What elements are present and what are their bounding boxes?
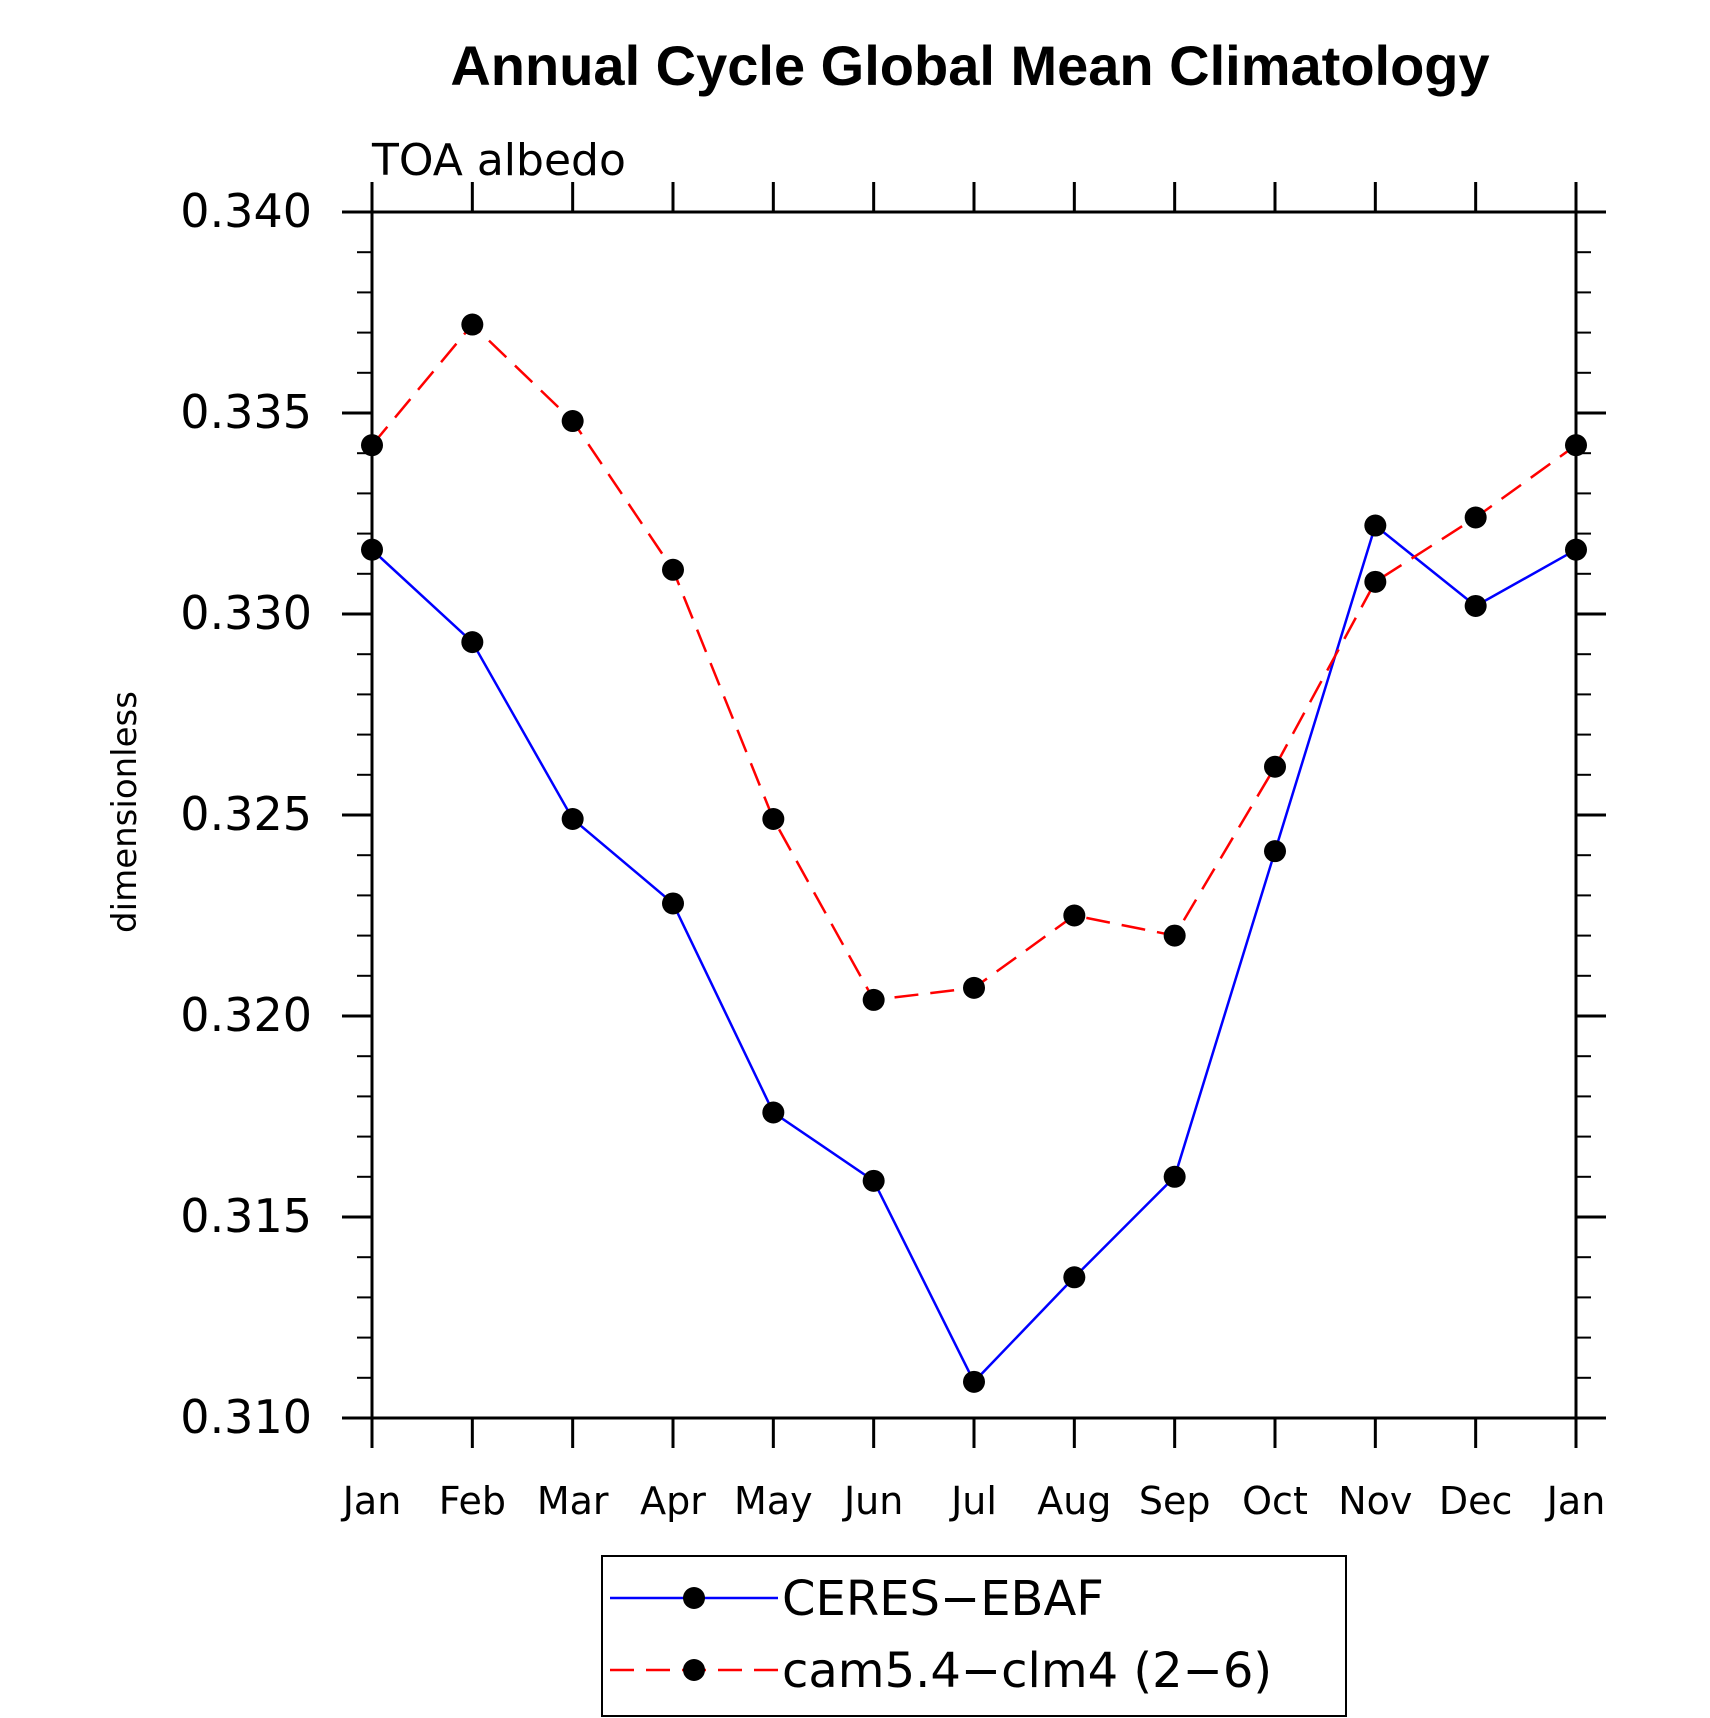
data-point-series-0 xyxy=(963,1370,985,1393)
chart-title: Annual Cycle Global Mean Climatology xyxy=(450,34,1489,97)
y-tick-label: 0.320 xyxy=(180,988,312,1042)
data-point-series-0 xyxy=(1063,1266,1086,1289)
data-point-series-0 xyxy=(361,538,383,561)
data-point-series-1 xyxy=(461,313,484,336)
data-point-series-1 xyxy=(1464,506,1487,529)
data-point-series-1 xyxy=(1565,434,1587,457)
x-tick-label: Dec xyxy=(1439,1479,1513,1523)
series-line-0 xyxy=(371,523,1577,1384)
axis-ticks: Jan Feb Mar Apr May Jun Jul Aug Sep Oct Nov Dec Jan 0… xyxy=(180,182,1606,1523)
data-point-series-1 xyxy=(862,988,885,1011)
legend-marker-0 xyxy=(683,1587,705,1609)
y-tick-label: 0.330 xyxy=(180,586,312,640)
data-point-series-1 xyxy=(1264,755,1286,778)
data-point-series-1 xyxy=(662,558,684,581)
x-tick-label: Nov xyxy=(1338,1479,1412,1523)
data-point-series-0 xyxy=(862,1169,885,1192)
x-tick-label: May xyxy=(734,1479,813,1523)
x-tick-label: Apr xyxy=(640,1479,706,1523)
data-point-series-0 xyxy=(662,892,684,915)
data-point-series-1 xyxy=(762,808,785,831)
data-point-series-0 xyxy=(1464,594,1487,617)
data-point-series-1 xyxy=(561,410,584,433)
x-tick-label: Jul xyxy=(949,1479,997,1523)
y-tick-label: 0.340 xyxy=(180,184,312,238)
data-point-series-0 xyxy=(1163,1165,1186,1188)
data-point-series-0 xyxy=(561,808,584,831)
y-tick-label: 0.315 xyxy=(180,1189,312,1243)
data-point-series-0 xyxy=(1364,514,1387,537)
data-point-series-1 xyxy=(1163,924,1186,947)
series-layer xyxy=(361,313,1587,1393)
data-point-series-0 xyxy=(461,631,484,654)
data-point-series-1 xyxy=(1063,904,1086,927)
legend-marker-1 xyxy=(683,1659,705,1681)
y-tick-label: 0.335 xyxy=(180,385,312,439)
legend: CERES−EBAF cam5.4−clm4 (2−6) xyxy=(601,1555,1347,1717)
x-tick-label: Feb xyxy=(439,1479,506,1523)
y-axis-label: dimensionless xyxy=(105,691,145,933)
y-tick-label: 0.325 xyxy=(180,787,312,841)
x-tick-label: Oct xyxy=(1242,1479,1308,1523)
plot-frame xyxy=(370,210,1578,1420)
data-point-series-0 xyxy=(762,1101,785,1124)
data-point-series-0 xyxy=(1264,840,1286,863)
x-tick-label: Jun xyxy=(842,1479,903,1523)
series-line-1 xyxy=(371,322,1577,1002)
x-tick-label: Jan xyxy=(341,1479,402,1523)
data-point-series-1 xyxy=(1364,570,1387,593)
x-tick-label: Jan xyxy=(1545,1479,1606,1523)
legend-label-1: cam5.4−clm4 (2−6) xyxy=(782,1643,1272,1699)
legend-label-0: CERES−EBAF xyxy=(782,1571,1104,1627)
data-point-series-0 xyxy=(1565,538,1587,561)
x-tick-label: Mar xyxy=(537,1479,609,1523)
chart-subtitle: TOA albedo xyxy=(371,135,626,186)
x-tick-label: Sep xyxy=(1139,1479,1211,1523)
x-tick-label: Aug xyxy=(1037,1479,1111,1523)
data-point-series-1 xyxy=(361,434,383,457)
y-tick-label: 0.310 xyxy=(180,1390,312,1444)
data-point-series-1 xyxy=(963,976,985,999)
legend-box xyxy=(601,1555,1347,1717)
